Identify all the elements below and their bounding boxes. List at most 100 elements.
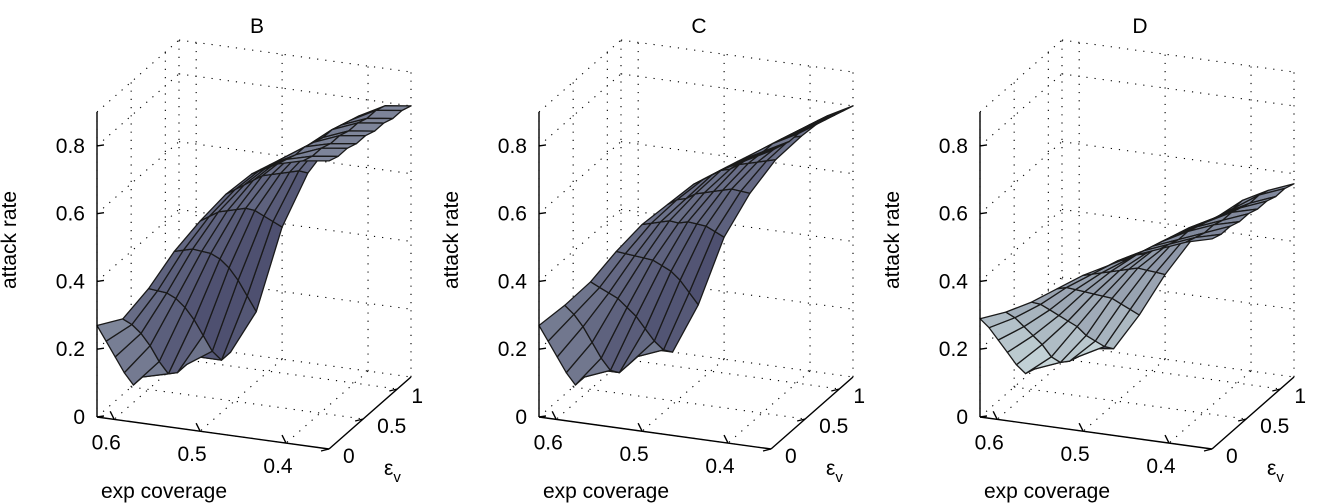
axis-line (979, 416, 1213, 450)
z-axis-label: attack rate (0, 191, 21, 289)
z-tick-mark (96, 415, 105, 418)
grid-line (1082, 358, 1166, 432)
z-axis-label: attack rate (440, 191, 463, 289)
grid-line (538, 141, 622, 215)
x-tick-label: 0.4 (1146, 455, 1176, 478)
grid-line (979, 73, 1063, 147)
grid-line (1061, 141, 1295, 175)
surface (538, 105, 854, 386)
surface-patch (1185, 233, 1222, 243)
x-tick-mark (1164, 434, 1170, 444)
x-tick-label: 0.5 (620, 443, 649, 466)
z-tick-label: 0.4 (56, 270, 86, 293)
z-tick-mark (538, 415, 547, 418)
grid-line (131, 386, 364, 420)
x-tick-mark (992, 411, 998, 420)
z-tick-mark (96, 279, 105, 283)
y-axis-label: εv (826, 457, 843, 486)
grid-line (113, 346, 197, 420)
z-tick-label: 0.2 (939, 338, 968, 361)
grid-line (573, 386, 806, 420)
grid-lines (979, 39, 1295, 450)
z-tick-label: 0.8 (498, 135, 527, 158)
surface-patch (302, 155, 339, 162)
z-tick-label: 0 (956, 406, 968, 429)
y-axis-label-subscript: v (1276, 469, 1284, 486)
grid-line (620, 39, 854, 73)
z-tick-label: 0.4 (498, 270, 528, 293)
grid-line (555, 346, 639, 420)
y-tick-label: 1 (853, 385, 865, 408)
z-tick-mark (96, 211, 105, 215)
x-tick-label: 0.6 (975, 431, 1004, 454)
panel-title: B (250, 15, 264, 38)
y-tick-mark (762, 448, 772, 452)
grid-line (178, 39, 412, 73)
x-tick-mark (723, 434, 729, 444)
z-tick-mark (538, 144, 547, 147)
y-tick-mark (1203, 448, 1213, 452)
surface (96, 105, 412, 386)
panel-title: C (691, 15, 706, 38)
grid-line (96, 39, 180, 113)
grid-line (538, 209, 622, 282)
y-tick-mark (354, 418, 364, 422)
x-tick-mark (281, 434, 287, 444)
grid-line (538, 39, 622, 113)
y-axis-label-subscript: v (835, 469, 843, 486)
y-axis-label-subscript: v (393, 469, 401, 486)
grid-line (979, 141, 1063, 215)
y-tick-label: 0 (785, 445, 797, 468)
x-tick-mark (195, 422, 201, 432)
z-tick-label: 0.6 (939, 203, 968, 226)
axes-frame (979, 112, 1295, 452)
grid-line (1048, 356, 1281, 390)
axis-line (1211, 376, 1295, 450)
y-tick-mark (389, 388, 398, 392)
grid-line (285, 370, 369, 444)
y-tick-mark (796, 418, 806, 422)
y-tick-mark (831, 388, 840, 392)
x-tick-mark (551, 411, 557, 420)
x-tick-label: 0.6 (534, 431, 563, 454)
grid-line (727, 370, 811, 444)
axis-line (96, 416, 330, 450)
y-tick-label: 1 (1294, 385, 1306, 408)
z-tick-mark (979, 144, 988, 147)
panel-title: D (1132, 15, 1147, 38)
grid-line (96, 73, 180, 147)
surface-patch (744, 145, 781, 162)
axes-frame (538, 112, 854, 452)
grid-line (1061, 39, 1295, 73)
grid-line (178, 73, 412, 107)
y-tick-label: 0.5 (819, 415, 848, 438)
grid-line (538, 73, 622, 147)
x-axis-label: exp coverage (543, 480, 669, 503)
grid-line (641, 358, 725, 432)
z-tick-mark (538, 347, 547, 350)
grid-line (165, 356, 398, 390)
y-tick-label: 0 (343, 445, 355, 468)
x-tick-mark (1078, 422, 1084, 432)
y-tick-label: 0.5 (377, 415, 406, 438)
y-tick-label: 0.5 (1260, 415, 1289, 438)
z-tick-mark (96, 347, 105, 350)
x-tick-label: 0.5 (178, 443, 207, 466)
grid-line (96, 209, 180, 282)
grid-line (996, 346, 1080, 420)
z-axis-label: attack rate (881, 191, 904, 289)
z-tick-mark (979, 415, 988, 418)
axis-line (328, 376, 412, 450)
z-tick-label: 0.4 (939, 270, 969, 293)
x-tick-label: 0.4 (705, 455, 735, 478)
surface (979, 183, 1295, 375)
axis-line (538, 416, 772, 450)
grid-line (1014, 386, 1247, 420)
z-tick-label: 0.6 (498, 203, 527, 226)
y-tick-mark (1237, 418, 1247, 422)
z-tick-mark (96, 144, 105, 147)
x-axis-label: exp coverage (984, 480, 1110, 503)
